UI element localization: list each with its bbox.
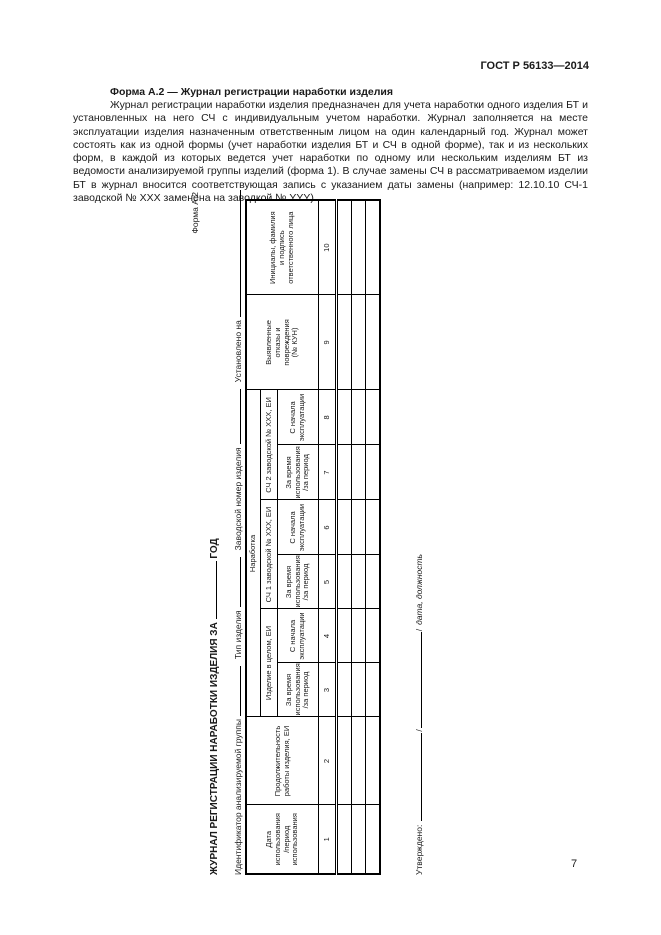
empty-cell: [336, 445, 352, 500]
form-a2-heading: Форма А.2 — Журнал регистрации наработки…: [110, 86, 393, 98]
header-cell-use-period-1: За время использования /за период: [277, 663, 319, 717]
empty-cell: [365, 717, 380, 805]
empty-cell: [351, 555, 366, 609]
empty-data-row: [351, 199, 366, 874]
empty-cell: [365, 805, 380, 874]
empty-cell: [351, 805, 366, 874]
empty-cell: [336, 609, 352, 663]
approval-blank-line: [411, 632, 422, 729]
footer-annotation: дата, должность: [414, 553, 424, 625]
column-number: 10: [318, 199, 337, 295]
form-tag-label: Форма А.2: [190, 192, 200, 234]
group-id-blank-line: [231, 666, 241, 717]
approval-blank-line: [411, 732, 422, 821]
slash-separator: /: [414, 628, 424, 632]
empty-cell: [365, 445, 380, 500]
empty-cell: [365, 663, 380, 717]
worklog-table: Дата использования /период использования…: [245, 198, 381, 875]
header-cell-whole-product: Изделие в целом, ЕИ: [260, 609, 278, 717]
empty-cell: [351, 663, 366, 717]
empty-data-row: [336, 199, 352, 874]
column-number: 9: [318, 294, 337, 390]
empty-cell: [351, 199, 366, 295]
field-label-installed-on: Установлено на: [233, 320, 243, 383]
header-cell-date: Дата использования /период использования: [246, 805, 319, 874]
form-title-prefix: ЖУРНАЛ РЕГИСТРАЦИИ НАРАБОТКИ ИЗДЕЛИЯ ЗА: [209, 622, 220, 875]
header-cell-use-period-3: За время использования /за период: [277, 445, 319, 500]
approved-label: Утверждено:: [414, 824, 424, 875]
empty-cell: [351, 294, 366, 390]
empty-cell: [336, 500, 352, 555]
empty-data-row: [365, 199, 380, 874]
form-title-suffix: ГОД: [209, 538, 220, 559]
header-cell-since-start-3: С начала эксплуатации: [277, 389, 319, 445]
form-a2-description: Журнал регистрации наработки изделия пре…: [73, 99, 588, 205]
form-a2-rotated-block: Форма А.2 ЖУРНАЛ РЕГИСТРАЦИИ НАРАБОТКИ И…: [190, 190, 447, 875]
column-number-row: 1 2 3 4 5 6 7 8 9 10: [318, 199, 337, 874]
empty-cell: [336, 663, 352, 717]
form-title: ЖУРНАЛ РЕГИСТРАЦИИ НАРАБОТКИ ИЗДЕЛИЯ ЗА …: [207, 190, 220, 875]
form-fields-line: Идентификатор анализируемой группы Тип и…: [231, 190, 243, 875]
column-number: 2: [318, 717, 337, 805]
empty-cell: [336, 805, 352, 874]
empty-cell: [351, 389, 366, 445]
header-cell-part2: СЧ 2 заводской № XXX, ЕИ: [260, 389, 278, 500]
column-number: 7: [318, 445, 337, 500]
empty-cell: [351, 500, 366, 555]
intro-section: Форма А.2 — Журнал регистрации наработки…: [73, 86, 588, 205]
column-number: 5: [318, 555, 337, 609]
column-number: 3: [318, 663, 337, 717]
page-number: 7: [571, 858, 578, 870]
column-number: 4: [318, 609, 337, 663]
header-cell-since-start-1: С начала эксплуатации: [277, 609, 319, 663]
empty-cell: [365, 609, 380, 663]
column-number: 8: [318, 389, 337, 445]
product-type-blank-line: [231, 557, 241, 608]
approval-footer: Утверждено: / / дата, должность: [411, 190, 424, 875]
header-cell-since-start-2: С начала эксплуатации: [277, 500, 319, 555]
header-cell-operating-time: Наработка: [246, 389, 261, 717]
slash-separator: /: [414, 729, 424, 732]
field-label-serial-number: Заводской номер изделия: [233, 447, 243, 551]
column-number: 6: [318, 500, 337, 555]
standard-number-header: ГОСТ Р 56133—2014: [480, 60, 589, 72]
installed-on-blank-line: [231, 190, 241, 318]
field-label-product-type: Тип изделия: [233, 610, 243, 660]
empty-cell: [351, 609, 366, 663]
empty-cell: [365, 199, 380, 295]
header-cell-failures: Выявленные отказы и повреждения (№ КУН): [246, 294, 319, 390]
empty-cell: [365, 555, 380, 609]
header-cell-part1: СЧ 1 заводской № XXX, ЕИ: [260, 500, 278, 609]
table-header-row-1: Дата использования /период использования…: [246, 199, 319, 874]
header-cell-duration: Продолжительность работы изделия, ЕИ: [246, 717, 319, 805]
empty-cell: [336, 199, 352, 295]
empty-cell: [336, 555, 352, 609]
serial-number-blank-line: [231, 389, 241, 445]
empty-cell: [336, 389, 352, 445]
column-number: 1: [318, 805, 337, 874]
empty-cell: [351, 445, 366, 500]
empty-cell: [365, 294, 380, 390]
empty-cell: [365, 500, 380, 555]
field-label-group-id: Идентификатор анализируемой группы: [233, 719, 243, 875]
year-blank-line: [207, 561, 217, 620]
empty-cell: [336, 717, 352, 805]
header-cell-use-period-2: За время использования /за период: [277, 555, 319, 609]
empty-cell: [351, 717, 366, 805]
empty-cell: [336, 294, 352, 390]
header-cell-responsible: Инициалы, фамилия и подпись ответственно…: [246, 199, 319, 295]
empty-cell: [365, 389, 380, 445]
